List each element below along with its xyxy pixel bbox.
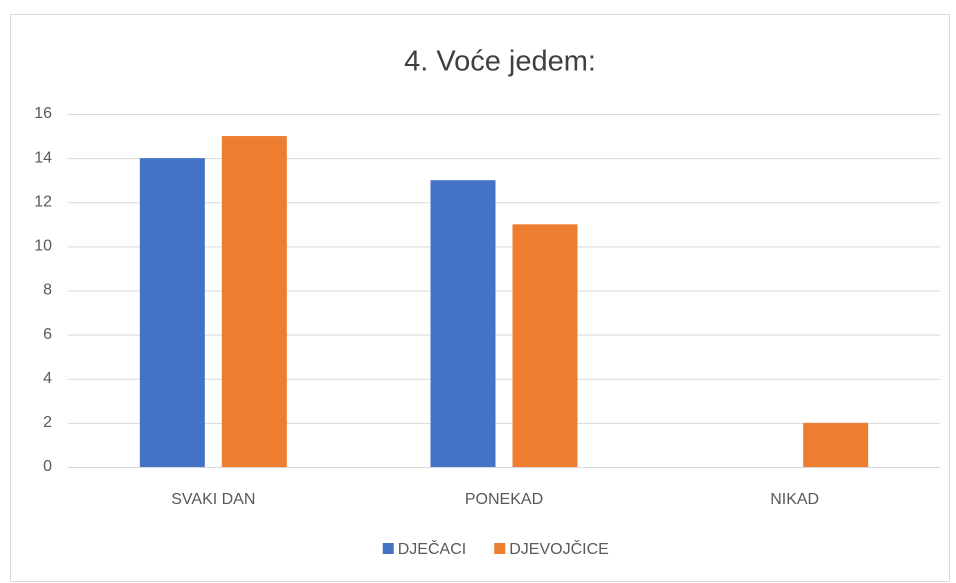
y-tick-label: 8 (43, 282, 52, 299)
bar (512, 224, 578, 467)
y-tick-label: 4 (43, 370, 52, 387)
y-tick-label: 16 (34, 105, 52, 122)
chart-title: 4. Voće jedem: (404, 46, 596, 78)
y-tick-label: 0 (43, 458, 52, 475)
bar (803, 422, 869, 467)
y-tick-label: 2 (43, 414, 52, 431)
bar (139, 158, 205, 467)
x-tick-label: SVAKI DAN (171, 491, 255, 508)
x-tick-label: NIKAD (770, 491, 819, 508)
x-tick-label: PONEKAD (465, 491, 543, 508)
y-tick-label: 6 (43, 326, 52, 343)
y-tick-label: 10 (34, 238, 52, 255)
bar (430, 180, 496, 467)
legend-swatch (382, 543, 394, 554)
bar (221, 136, 287, 467)
y-tick-label: 12 (34, 193, 52, 210)
y-tick-label: 14 (34, 149, 52, 166)
legend-label: DJEVOJČICE (509, 539, 609, 558)
legend-swatch (494, 543, 506, 554)
legend-label: DJEČACI (398, 539, 466, 558)
